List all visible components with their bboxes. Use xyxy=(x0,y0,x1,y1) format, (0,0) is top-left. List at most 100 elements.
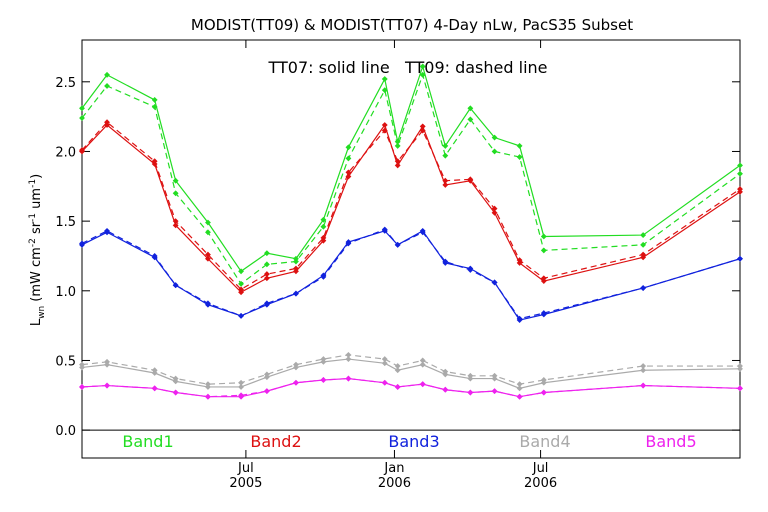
data-point-band2 xyxy=(381,122,388,128)
data-point-band1 xyxy=(467,105,474,112)
data-point-band4 xyxy=(640,367,647,374)
data-point-band5 xyxy=(737,385,743,392)
data-point-band5 xyxy=(467,389,474,396)
x-tick-month: Jul xyxy=(532,461,549,476)
x-tick-month: Jul xyxy=(237,461,254,476)
plot-frame xyxy=(81,39,741,459)
data-point-band4 xyxy=(320,356,327,362)
data-point-band5 xyxy=(320,377,327,383)
data-point-band3 xyxy=(345,240,352,247)
data-point-band4 xyxy=(151,367,158,374)
data-point-band1 xyxy=(320,216,327,223)
data-point-band2 xyxy=(640,251,647,258)
data-point-band2 xyxy=(442,177,449,184)
legend-label-band5: Band5 xyxy=(645,432,696,451)
y-label-close: ) xyxy=(29,174,44,179)
data-point-band3 xyxy=(205,300,211,307)
data-point-band2 xyxy=(104,119,110,126)
data-point-band4 xyxy=(293,361,299,368)
data-point-band5 xyxy=(172,389,179,396)
data-point-band3 xyxy=(467,266,474,273)
data-point-band1 xyxy=(293,258,299,265)
legend-label-band2: Band2 xyxy=(250,432,301,451)
data-point-band3 xyxy=(172,282,179,289)
data-point-band4 xyxy=(104,358,110,365)
y-label-main: L xyxy=(29,318,44,326)
data-point-band3 xyxy=(104,227,110,234)
data-point-band3 xyxy=(394,241,401,248)
data-point-band2 xyxy=(263,275,270,282)
data-point-band1 xyxy=(238,280,244,287)
data-point-band3 xyxy=(491,279,498,286)
data-point-band2 xyxy=(419,123,426,130)
data-point-band1 xyxy=(516,154,523,160)
data-point-band1 xyxy=(737,170,743,177)
data-point-band3 xyxy=(419,229,426,236)
data-point-band5 xyxy=(419,381,426,388)
data-point-band5 xyxy=(79,384,85,390)
data-point-band3 xyxy=(540,310,547,317)
x-tick-year: 2006 xyxy=(524,476,557,491)
data-point-band4 xyxy=(394,363,401,369)
data-point-band1 xyxy=(205,229,211,236)
data-point-band4 xyxy=(419,357,426,364)
data-point-band5 xyxy=(104,382,110,389)
data-point-band1 xyxy=(640,232,647,238)
series-line-band1-solid xyxy=(81,64,741,273)
data-point-band3 xyxy=(516,315,523,322)
data-point-band1 xyxy=(516,142,523,149)
y-tick-label: 0.0 xyxy=(55,424,76,439)
data-point-band1 xyxy=(151,103,158,110)
data-point-band4 xyxy=(238,379,244,386)
data-point-band4 xyxy=(491,372,498,379)
data-point-band1 xyxy=(381,76,388,82)
data-point-band2 xyxy=(151,158,158,165)
y-tick-label: 1.0 xyxy=(55,285,76,300)
data-point-band2 xyxy=(467,176,474,183)
data-point-band5 xyxy=(151,385,158,392)
data-point-band1 xyxy=(151,96,158,103)
data-point-band5 xyxy=(263,388,270,395)
data-point-band2 xyxy=(419,127,426,134)
y-tick-label: 1.5 xyxy=(55,215,76,230)
data-point-band3 xyxy=(79,240,85,247)
data-point-band4 xyxy=(345,356,352,362)
data-point-band3 xyxy=(263,300,270,307)
data-point-band4 xyxy=(172,375,179,382)
y-label-sup3: -1 xyxy=(28,179,38,188)
data-point-band1 xyxy=(79,115,85,121)
series-line-band3-dashed xyxy=(81,228,741,320)
y-tick-label: 0.5 xyxy=(55,354,76,369)
x-tick-year: 2006 xyxy=(378,476,411,491)
data-point-band2 xyxy=(320,234,327,241)
series-line-band2-dashed xyxy=(81,121,741,291)
data-point-band4 xyxy=(205,381,211,388)
data-point-band2 xyxy=(205,255,211,262)
data-point-band5 xyxy=(640,382,647,389)
x-tick-year: 2005 xyxy=(229,476,262,491)
series-line-band5-solid xyxy=(81,377,741,398)
data-point-band4 xyxy=(540,377,547,383)
data-point-band1 xyxy=(79,105,85,112)
chart-annotation: TT07: solid line TT09: dashed line xyxy=(268,58,548,77)
y-label-sub: wn xyxy=(37,306,47,319)
data-point-band1 xyxy=(467,116,474,123)
data-point-band5 xyxy=(516,393,523,400)
chart-title: MODIST(TT09) & MODIST(TT07) 4-Day nLw, P… xyxy=(191,16,633,34)
data-point-band5 xyxy=(491,388,498,395)
data-point-band1 xyxy=(104,83,110,89)
data-point-band4 xyxy=(263,371,270,378)
legend-label-band4: Band4 xyxy=(519,432,570,451)
data-point-band2 xyxy=(491,205,498,212)
data-point-band2 xyxy=(172,218,179,225)
data-point-band1 xyxy=(205,219,211,226)
y-axis: 0.0 0.5 1.0 1.5 2.0 2.5 xyxy=(55,76,740,439)
data-point-band1 xyxy=(263,250,270,257)
legend: Band1 Band2 Band3 Band4 Band5 xyxy=(122,432,696,451)
series-layer xyxy=(79,63,743,400)
data-point-band2 xyxy=(293,265,299,272)
data-point-band1 xyxy=(442,142,449,149)
series-line-band5-dashed xyxy=(81,377,741,398)
data-point-band5 xyxy=(381,379,388,386)
